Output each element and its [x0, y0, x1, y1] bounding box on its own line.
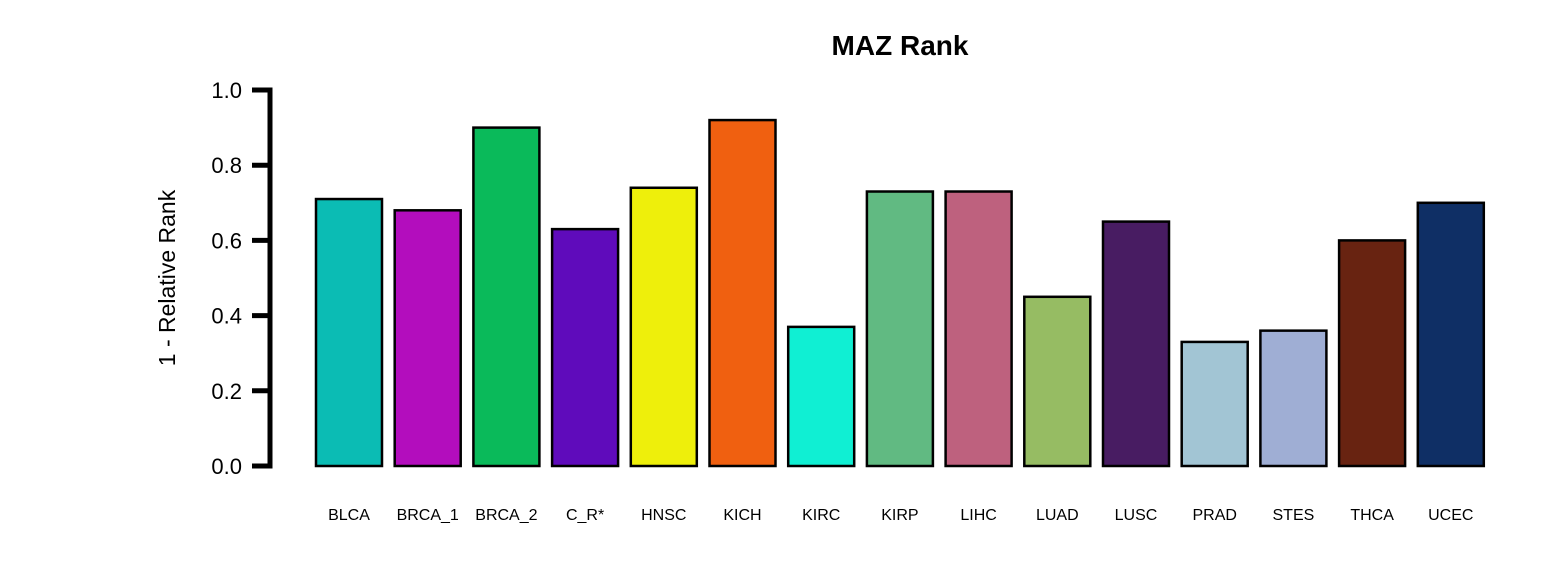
x-axis-tick-labels: BLCA BRCA_1 BRCA_2 C_R* HNSC KICH KIRC KIRP LIHC…	[328, 507, 1473, 524]
x-axis-tick-label: KIRC	[802, 507, 840, 524]
bar-luad	[1023, 295, 1092, 468]
x-axis-tick-label: THCA	[1350, 507, 1394, 524]
chart-title: MAZ Rank	[832, 30, 969, 61]
bars	[314, 118, 1486, 468]
x-axis-tick-label: LUAD	[1036, 507, 1079, 524]
x-axis-tick-label: LIHC	[960, 507, 996, 524]
x-axis-tick-label: LUSC	[1115, 507, 1158, 524]
y-axis-tick-label: 0.4	[211, 304, 242, 329]
bar-lihc	[944, 190, 1013, 468]
x-axis-tick-label: PRAD	[1192, 507, 1236, 524]
y-axis-tick-label: 0.8	[211, 153, 242, 178]
bar-stes	[1259, 329, 1328, 468]
bar-blca	[314, 197, 384, 468]
bar-ucec	[1416, 201, 1486, 468]
bar-brca-1	[393, 209, 462, 468]
y-axis-label: 1 - Relative Rank	[154, 189, 180, 366]
bar-thca	[1337, 239, 1407, 468]
bar-prad	[1180, 340, 1249, 468]
x-axis-tick-label: HNSC	[641, 507, 686, 524]
x-axis-tick-label: KICH	[723, 507, 761, 524]
x-axis-tick-label: STES	[1273, 507, 1315, 524]
x-axis-tick-label: C_R*	[566, 507, 604, 524]
y-axis-tick-label: 1.0	[211, 78, 242, 103]
bar-kich	[708, 118, 777, 468]
x-axis-tick-label: BRCA_2	[475, 507, 537, 524]
y-axis-tick-label: 0.6	[211, 228, 242, 253]
bar-hnsc	[629, 186, 699, 468]
x-axis-tick-label: UCEC	[1428, 507, 1473, 524]
y-axis: 0.0 0.2 0.4 0.6 0.8 1.0	[211, 78, 273, 479]
bar-c-r	[550, 227, 620, 468]
y-axis-tick-label: 0.2	[211, 379, 242, 404]
bar-kirc	[786, 325, 856, 468]
bar-kirp	[865, 190, 935, 468]
y-axis-tick-label: 0.0	[211, 454, 242, 479]
bar-brca-2	[472, 126, 541, 468]
x-axis-tick-label: BRCA_1	[397, 507, 459, 524]
x-axis-tick-label: KIRP	[881, 507, 918, 524]
x-axis-tick-label: BLCA	[328, 507, 370, 524]
bar-lusc	[1101, 220, 1171, 468]
